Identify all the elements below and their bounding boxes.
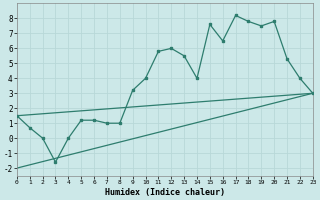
X-axis label: Humidex (Indice chaleur): Humidex (Indice chaleur): [105, 188, 225, 197]
